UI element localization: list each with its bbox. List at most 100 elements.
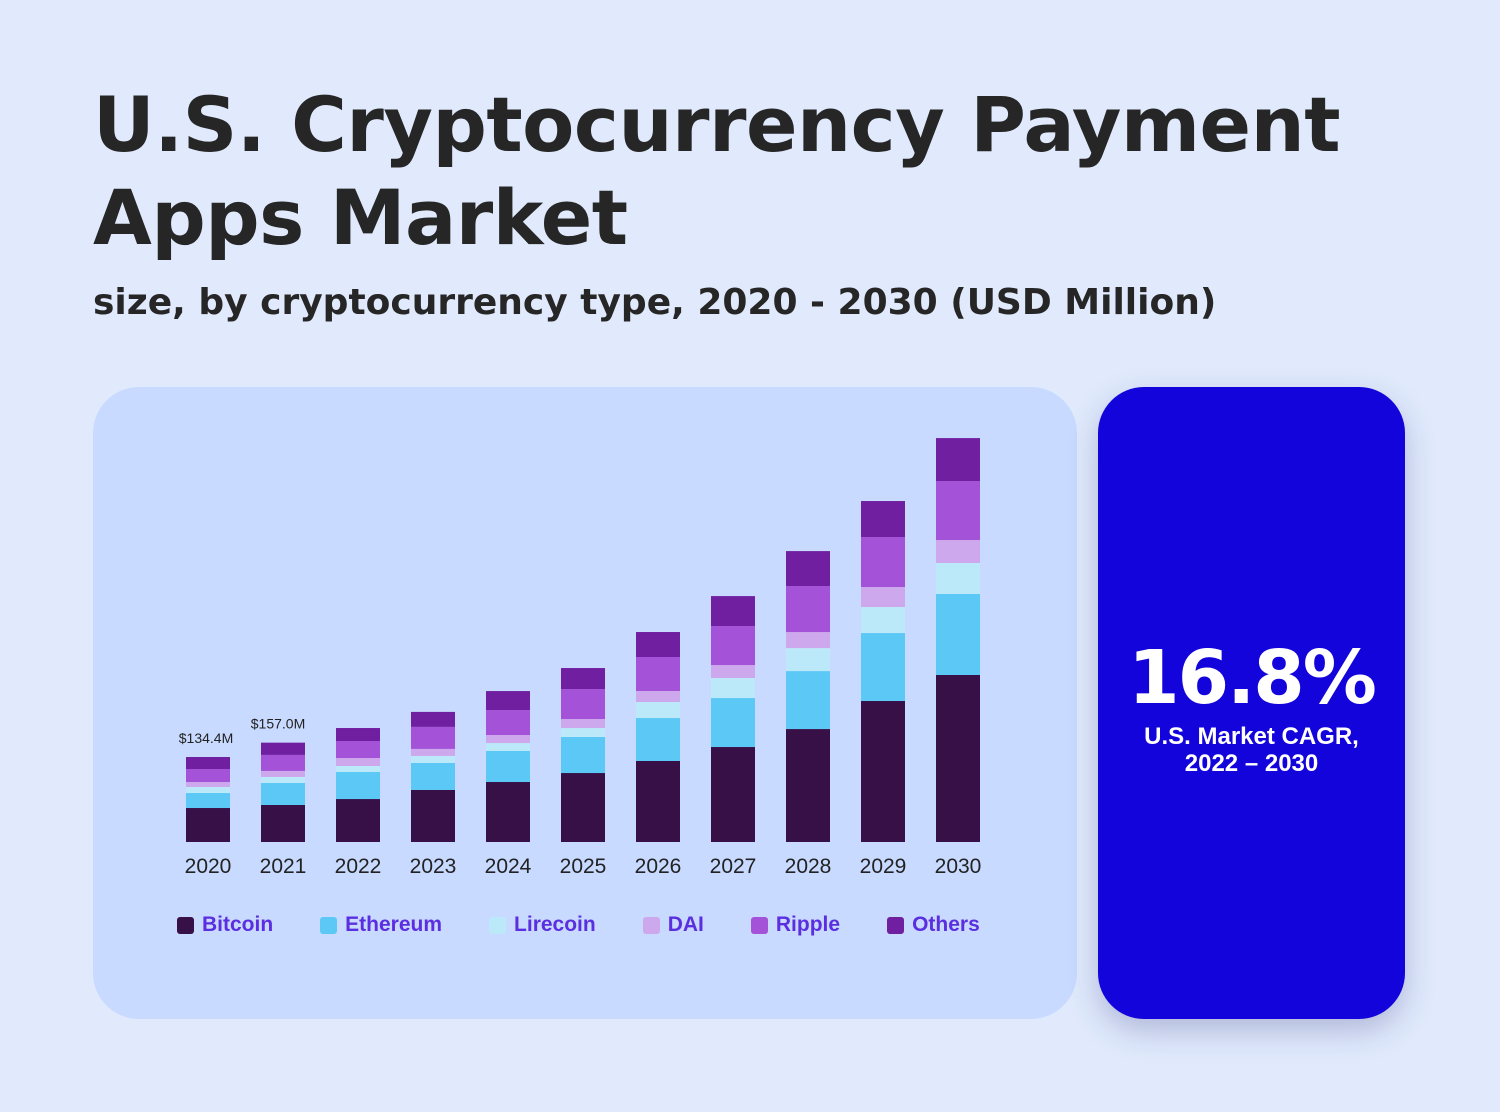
bar-segment-ripple-2022 <box>336 741 380 759</box>
cagr-value: 16.8% <box>1128 635 1377 721</box>
legend-swatch <box>489 916 507 934</box>
legend-label: Bitcoin <box>202 913 274 936</box>
x-tick-label: 2027 <box>710 855 757 878</box>
bar-segment-lirecoin-2027 <box>711 678 755 699</box>
bar-segment-ripple-2027 <box>711 626 755 666</box>
legend-label: Lirecoin <box>514 913 596 936</box>
x-tick-label: 2026 <box>635 855 682 878</box>
bar-segment-ripple-2020 <box>186 769 230 783</box>
data-label: $157.0M <box>251 716 305 732</box>
title-line-2: Apps Market <box>93 173 628 262</box>
bar-segment-bitcoin-2027 <box>711 747 755 842</box>
bar-segment-lirecoin-2023 <box>411 755 455 763</box>
bar-segment-lirecoin-2029 <box>861 607 905 634</box>
bar-segment-ripple-2028 <box>786 586 830 633</box>
bar-segment-others-2020 <box>186 757 230 770</box>
bar-segment-lirecoin-2020 <box>186 787 230 794</box>
x-tick-label: 2021 <box>260 855 307 878</box>
bar-segment-others-2026 <box>636 632 680 658</box>
bar-segment-bitcoin-2024 <box>486 782 530 842</box>
bar-segment-lirecoin-2022 <box>336 765 380 773</box>
legend-item-lirecoin: Lirecoin <box>489 913 596 937</box>
cagr-label: U.S. Market CAGR, 2022 – 2030 <box>1098 723 1405 777</box>
cagr-label-line-2: 2022 – 2030 <box>1184 750 1319 777</box>
cagr-card: 16.8% U.S. Market CAGR, 2022 – 2030 <box>1098 387 1405 1019</box>
bar-segment-others-2027 <box>711 596 755 627</box>
bar-segment-dai-2026 <box>636 691 680 703</box>
bar-segment-ripple-2021 <box>261 754 305 771</box>
bar-segment-lirecoin-2030 <box>936 562 980 595</box>
bar-segment-bitcoin-2030 <box>936 675 980 842</box>
bar-segment-ethereum-2030 <box>936 594 980 676</box>
bar-segment-ethereum-2020 <box>186 793 230 809</box>
bar-segment-ethereum-2026 <box>636 718 680 761</box>
legend-item-ripple: Ripple <box>750 913 841 937</box>
bar-segment-bitcoin-2020 <box>186 808 230 842</box>
legend-label: Ripple <box>775 913 841 936</box>
bar-segment-ethereum-2022 <box>336 772 380 800</box>
legend-swatch <box>642 916 660 934</box>
bar-segment-ripple-2026 <box>636 657 680 692</box>
title-line-1: U.S. Cryptocurrency Payment <box>93 80 1341 169</box>
bar-segment-lirecoin-2028 <box>786 648 830 672</box>
bar-segment-lirecoin-2021 <box>261 776 305 783</box>
bar-segment-dai-2020 <box>186 782 230 788</box>
bar-segment-ripple-2029 <box>861 537 905 588</box>
legend-item-ethereum: Ethereum <box>320 913 442 937</box>
legend-label: Others <box>912 913 980 936</box>
chart-legend: Bitcoin Ethereum Lirecoin DAI Ripple Others <box>177 913 980 937</box>
bar-segment-others-2023 <box>411 711 455 727</box>
subtitle: size, by cryptocurrency type, 2020 - 203… <box>93 282 1217 323</box>
bar-segment-dai-2021 <box>261 770 305 777</box>
bar-segment-ethereum-2021 <box>261 782 305 805</box>
cagr-label-line-1: U.S. Market CAGR, <box>1144 723 1359 750</box>
bar-segment-ethereum-2023 <box>411 762 455 790</box>
bar-segment-others-2029 <box>861 501 905 538</box>
bar-segment-ripple-2024 <box>486 710 530 736</box>
x-tick-label: 2024 <box>485 855 532 878</box>
legend-swatch <box>320 916 338 934</box>
bar-segment-ripple-2030 <box>936 481 980 541</box>
legend-item-others: Others <box>887 913 980 937</box>
legend-swatch <box>177 916 194 934</box>
x-tick-label: 2029 <box>860 855 907 878</box>
legend-swatch <box>750 916 768 934</box>
x-tick-label: 2025 <box>560 855 607 878</box>
bar-segment-dai-2023 <box>411 748 455 756</box>
bar-segment-dai-2029 <box>861 587 905 608</box>
bar-segment-others-2022 <box>336 728 380 742</box>
bar-segment-lirecoin-2024 <box>486 743 530 752</box>
bar-segment-dai-2027 <box>711 665 755 679</box>
bar-segment-dai-2028 <box>786 632 830 649</box>
legend-item-bitcoin: Bitcoin <box>177 913 273 937</box>
bar-segment-ethereum-2027 <box>711 698 755 748</box>
bar-segment-ripple-2023 <box>411 726 455 749</box>
bar-segment-bitcoin-2026 <box>636 761 680 842</box>
bar-segment-ripple-2025 <box>561 689 605 720</box>
bar-segment-lirecoin-2026 <box>636 702 680 719</box>
bar-segment-bitcoin-2022 <box>336 799 380 842</box>
data-label: $134.4M <box>179 730 233 746</box>
bar-segment-dai-2024 <box>486 735 530 744</box>
bar-segment-others-2030 <box>936 438 980 482</box>
bar-segment-ethereum-2024 <box>486 751 530 783</box>
bar-segment-dai-2025 <box>561 719 605 729</box>
x-tick-label: 2023 <box>410 855 457 878</box>
bar-segment-dai-2030 <box>936 540 980 563</box>
legend-item-dai: DAI <box>642 913 704 937</box>
bar-segment-others-2021 <box>261 742 305 755</box>
bar-segment-ethereum-2029 <box>861 633 905 702</box>
x-tick-label: 2028 <box>785 855 832 878</box>
bar-segment-dai-2022 <box>336 758 380 766</box>
legend-swatch <box>887 916 905 934</box>
x-tick-label: 2020 <box>185 855 232 878</box>
bar-segment-bitcoin-2025 <box>561 773 605 842</box>
legend-label: Ethereum <box>345 913 443 936</box>
bar-segment-bitcoin-2023 <box>411 789 455 842</box>
legend-label: DAI <box>667 913 704 936</box>
bar-segment-ethereum-2025 <box>561 737 605 774</box>
page-title: U.S. Cryptocurrency Payment Apps Market <box>93 78 1341 264</box>
bar-segment-bitcoin-2021 <box>261 804 305 842</box>
bar-segment-others-2024 <box>486 691 530 711</box>
x-tick-label: 2022 <box>335 855 382 878</box>
